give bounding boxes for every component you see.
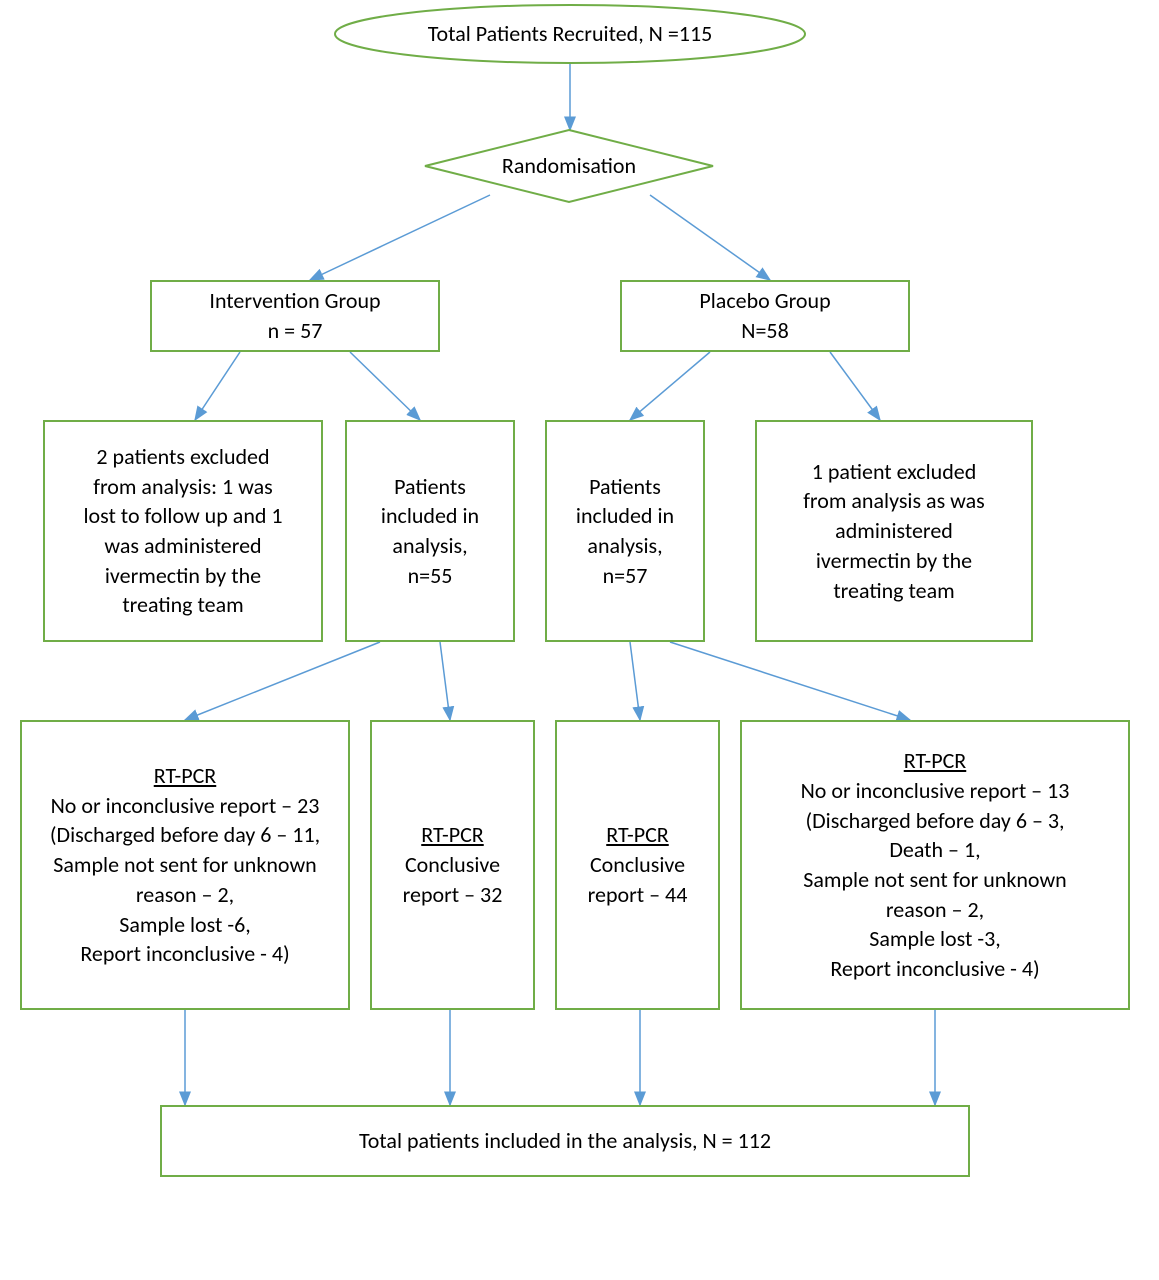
- node-rtpcr_pla_no-box: RT-PCRNo or inconclusive report – 13(Dis…: [740, 720, 1130, 1010]
- node-rtpcr_pla_no-line: Death – 1,: [889, 835, 980, 865]
- node-int_excluded-line: ivermectin by the: [105, 561, 261, 591]
- node-int_excluded-line: was administered: [104, 531, 261, 561]
- node-rtpcr_int_yes-box: RT-PCRConclusivereport – 32: [370, 720, 535, 1010]
- node-pla_included-line: analysis,: [587, 531, 662, 561]
- node-rtpcr_pla_no-line: Sample lost -3,: [869, 924, 1000, 954]
- node-pla_included-line: included in: [576, 501, 674, 531]
- node-int_included-box: Patientsincluded inanalysis,n=55: [345, 420, 515, 642]
- node-int_excluded-box: 2 patients excludedfrom analysis: 1 wasl…: [43, 420, 323, 642]
- flow-arrow: [350, 352, 420, 420]
- node-pla_included-line: Patients: [589, 472, 661, 502]
- node-rtpcr_int_no-line: reason – 2,: [136, 880, 234, 910]
- node-pla_excluded-line: ivermectin by the: [816, 546, 972, 576]
- node-pla_included-box: Patientsincluded inanalysis,n=57: [545, 420, 705, 642]
- node-pla_excluded-line: 1 patient excluded: [812, 457, 977, 487]
- flow-arrow: [440, 642, 450, 720]
- node-int_excluded-line: 2 patients excluded: [96, 442, 269, 472]
- node-int_included-line: n=55: [408, 561, 453, 591]
- node-intervention-line: n = 57: [268, 316, 323, 346]
- node-random-line: Randomisation: [502, 151, 636, 181]
- node-rtpcr_pla_no-line: No or inconclusive report – 13: [801, 776, 1070, 806]
- node-rtpcr_int_no-line: No or inconclusive report – 23: [51, 791, 320, 821]
- node-rtpcr_int_yes-title: RT-PCR: [421, 820, 484, 850]
- node-rtpcr_int_no-line: Sample not sent for unknown: [53, 850, 316, 880]
- node-placebo-line: N=58: [741, 316, 788, 346]
- node-int_excluded-line: treating team: [122, 590, 243, 620]
- node-pla_included-line: n=57: [603, 561, 648, 591]
- node-rtpcr_pla_no-line: reason – 2,: [886, 895, 984, 925]
- flow-arrow: [310, 195, 490, 280]
- node-rtpcr_pla_yes-line: Conclusive: [590, 850, 685, 880]
- node-rtpcr_int_no-title: RT-PCR: [154, 761, 217, 791]
- node-root-line: Total Patients Recruited, N =115: [428, 19, 713, 49]
- node-rtpcr_pla_no-line: (Discharged before day 6 – 3,: [805, 806, 1064, 836]
- node-int_included-line: Patients: [394, 472, 466, 502]
- node-placebo-line: Placebo Group: [699, 286, 830, 316]
- node-rtpcr_int_no-line: Sample lost -6,: [119, 910, 250, 940]
- node-rtpcr_int_yes-line: Conclusive: [405, 850, 500, 880]
- node-rtpcr_int_no-line: (Discharged before day 6 – 11,: [50, 820, 320, 850]
- node-rtpcr_pla_no-title: RT-PCR: [904, 746, 967, 776]
- node-rtpcr_int_no-box: RT-PCRNo or inconclusive report – 23(Dis…: [20, 720, 350, 1010]
- node-rtpcr_pla_yes-line: report – 44: [588, 880, 688, 910]
- flow-arrow: [650, 195, 770, 280]
- node-rtpcr_pla_yes-box: RT-PCRConclusivereport – 44: [555, 720, 720, 1010]
- node-int_included-line: analysis,: [392, 531, 467, 561]
- node-final-line: Total patients included in the analysis,…: [359, 1126, 771, 1156]
- node-pla_excluded-line: treating team: [833, 576, 954, 606]
- flow-arrow: [630, 352, 710, 420]
- node-rtpcr_int_no-line: Report inconclusive - 4): [80, 939, 289, 969]
- node-random-box: Randomisation: [425, 130, 713, 202]
- node-final-box: Total patients included in the analysis,…: [160, 1105, 970, 1177]
- node-intervention-box: Intervention Groupn = 57: [150, 280, 440, 352]
- flow-arrow: [630, 642, 640, 720]
- node-rtpcr_pla_no-line: Sample not sent for unknown: [803, 865, 1066, 895]
- node-int_excluded-line: lost to follow up and 1: [83, 501, 282, 531]
- node-pla_excluded-line: from analysis as was: [803, 486, 985, 516]
- node-placebo-box: Placebo GroupN=58: [620, 280, 910, 352]
- flow-arrow: [195, 352, 240, 420]
- node-intervention-line: Intervention Group: [209, 286, 380, 316]
- flow-arrow: [830, 352, 880, 420]
- flow-arrow: [670, 642, 910, 720]
- node-pla_excluded-line: administered: [835, 516, 953, 546]
- flow-arrow: [185, 642, 380, 720]
- node-rtpcr_pla_yes-title: RT-PCR: [606, 820, 669, 850]
- node-rtpcr_int_yes-line: report – 32: [403, 880, 503, 910]
- node-int_excluded-line: from analysis: 1 was: [93, 472, 272, 502]
- node-pla_excluded-box: 1 patient excludedfrom analysis as wasad…: [755, 420, 1033, 642]
- node-root-box: Total Patients Recruited, N =115: [335, 5, 805, 63]
- node-int_included-line: included in: [381, 501, 479, 531]
- node-rtpcr_pla_no-line: Report inconclusive - 4): [830, 954, 1039, 984]
